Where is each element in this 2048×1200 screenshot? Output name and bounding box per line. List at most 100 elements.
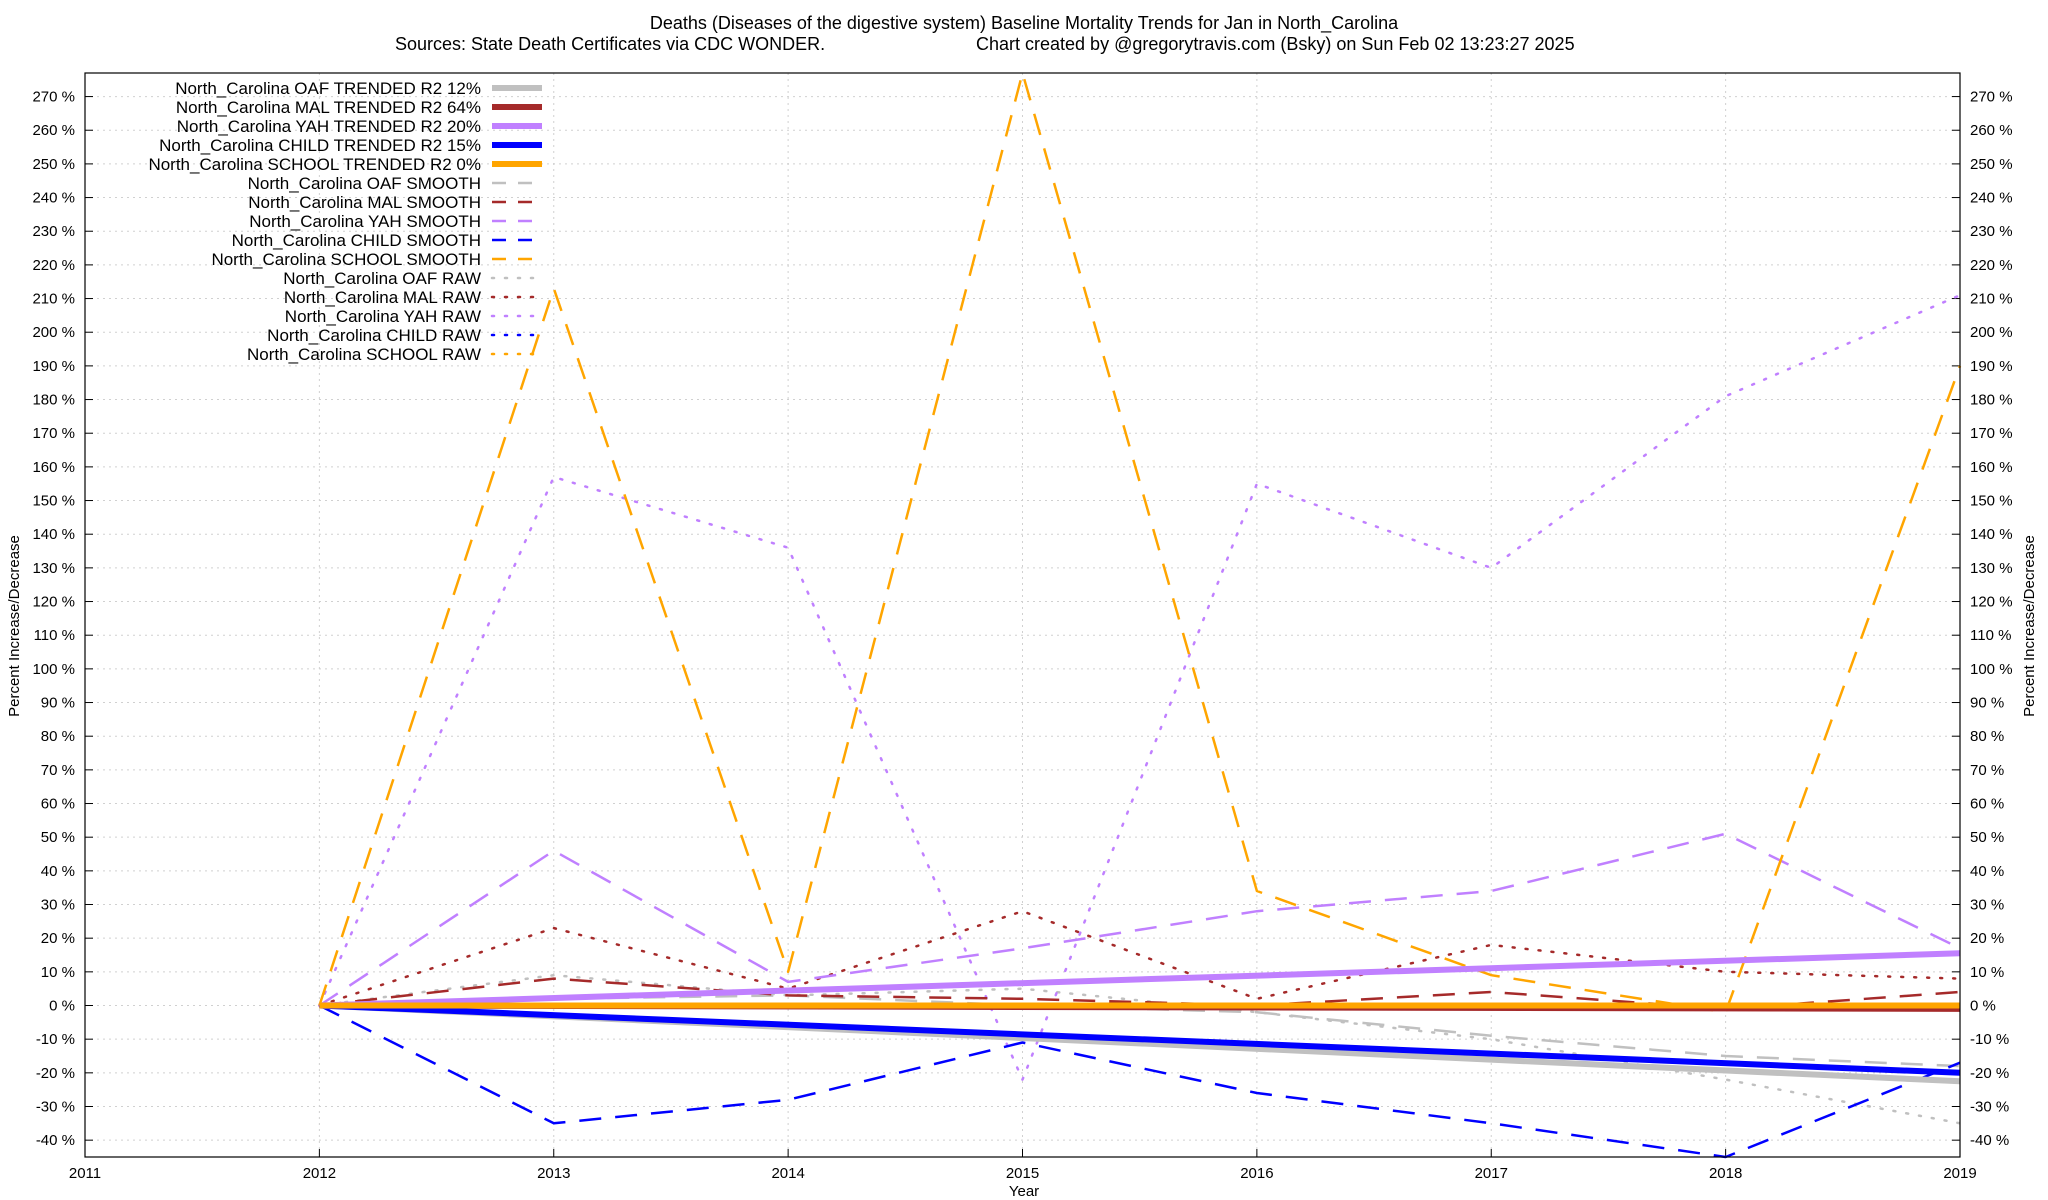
legend-label: North_Carolina OAF TRENDED R2 12% — [175, 79, 481, 98]
y-tick-label-right: 40 % — [1970, 863, 2004, 880]
x-tick-label: 2014 — [771, 1165, 804, 1182]
legend-label: North_Carolina YAH TRENDED R2 20% — [177, 117, 481, 136]
y-tick-label-left: 90 % — [41, 695, 75, 712]
legend-label: North_Carolina YAH SMOOTH — [249, 212, 481, 231]
legend-label: North_Carolina YAH RAW — [285, 307, 481, 326]
y-tick-label-right: 60 % — [1970, 796, 2004, 813]
y-tick-label-right: 270 % — [1970, 89, 2013, 106]
series-line-north-carolina-child-trended-r2-15 — [319, 1002, 1961, 1076]
legend-label: North_Carolina MAL SMOOTH — [248, 193, 481, 212]
y-tick-label-right: 120 % — [1970, 594, 2013, 611]
x-tick-label: 2011 — [69, 1165, 101, 1182]
y-tick-label-left: -10 % — [36, 1031, 75, 1048]
legend-label: North_Carolina MAL TRENDED R2 64% — [176, 98, 481, 117]
y-tick-label-left: 80 % — [41, 728, 75, 745]
y-tick-label-left: 250 % — [32, 156, 75, 173]
y-tick-label-left: 140 % — [32, 526, 75, 543]
y-tick-label-left: 130 % — [32, 560, 75, 577]
series-line-north-carolina-yah-smooth — [318, 832, 1961, 1007]
y-tick-label-right: -40 % — [1970, 1132, 2009, 1149]
y-tick-label-left: 270 % — [32, 89, 75, 106]
y-tick-label-left: 70 % — [41, 762, 75, 779]
y-tick-label-right: 170 % — [1970, 425, 2013, 442]
legend-label: North_Carolina CHILD SMOOTH — [232, 231, 481, 250]
plot-frame — [84, 72, 1961, 1158]
y-tick-label-right: 250 % — [1970, 156, 2013, 173]
y-tick-label-right: 150 % — [1970, 493, 2013, 510]
y-tick-label-left: 50 % — [41, 829, 75, 846]
y-tick-label-left: -40 % — [36, 1132, 75, 1149]
y-tick-label-left: 190 % — [32, 358, 75, 375]
chart-title: Deaths (Diseases of the digestive system… — [650, 13, 1399, 34]
y-tick-label-right: 20 % — [1970, 930, 2004, 947]
x-axis-ticks: 2011 2012 2013 2014 2015 2016 2017 2018 2019 — [69, 1149, 1977, 1182]
x-tick-label: 2019 — [1943, 1165, 1976, 1182]
y-tick-label-left: 10 % — [41, 964, 75, 981]
y-tick-label-right: -10 % — [1970, 1031, 2009, 1048]
x-tick-label: 2017 — [1475, 1165, 1508, 1182]
y-tick-label-right: 230 % — [1970, 223, 2013, 240]
y-tick-label-left: 30 % — [41, 897, 75, 914]
series-line-north-carolina-yah-trended-r2-20 — [319, 950, 1961, 1009]
chart-subtitle-credit: Chart created by @gregorytravis.com (Bsk… — [976, 34, 1575, 54]
y-tick-label-right: 110 % — [1970, 627, 2011, 644]
legend: North_Carolina OAF TRENDED R2 12%North_C… — [148, 79, 544, 364]
y-axis-left-ticks: -40 % -30 % -20 % -10 % 0 % 10 % 20 % 30 % 40 % 5… — [32, 89, 93, 1149]
y-tick-label-left: 240 % — [32, 190, 75, 207]
y-tick-label-left: -30 % — [36, 1099, 75, 1116]
y-tick-label-left: 170 % — [32, 425, 75, 442]
legend-label: North_Carolina CHILD RAW — [267, 326, 481, 345]
y-tick-label-left: -20 % — [36, 1065, 75, 1082]
y-tick-label-left: 60 % — [41, 796, 75, 813]
series-line-north-carolina-oaf-raw — [318, 973, 1962, 1125]
legend-label: North_Carolina CHILD TRENDED R2 15% — [159, 136, 481, 155]
y-tick-label-right: 30 % — [1970, 897, 2004, 914]
y-axis-label-left: Percent Increase/Decrease — [6, 535, 23, 717]
y-tick-label-left: 160 % — [32, 459, 75, 476]
y-tick-label-right: 190 % — [1970, 358, 2013, 375]
chart-subtitle-source: Sources: State Death Certificates via CD… — [395, 34, 825, 54]
series-line-north-carolina-mal-raw — [318, 909, 1962, 1007]
y-tick-label-right: 0 % — [1970, 998, 1996, 1015]
legend-label: North_Carolina SCHOOL TRENDED R2 0% — [148, 155, 481, 174]
y-tick-label-left: 120 % — [32, 594, 75, 611]
x-tick-label: 2012 — [303, 1165, 336, 1182]
y-tick-label-left: 100 % — [32, 661, 75, 678]
y-tick-label-right: 80 % — [1970, 728, 2004, 745]
series-line-north-carolina-child-smooth — [318, 1004, 1961, 1159]
y-tick-label-right: 240 % — [1970, 190, 2013, 207]
x-axis-label: Year — [1009, 1183, 1039, 1200]
y-axis-label-right: Percent Increase/Decrease — [2021, 535, 2038, 717]
y-tick-label-right: 140 % — [1970, 526, 2013, 543]
y-tick-label-right: 260 % — [1970, 122, 2013, 139]
x-tick-label: 2013 — [537, 1165, 570, 1182]
legend-label: North_Carolina MAL RAW — [284, 288, 481, 307]
y-tick-label-left: 260 % — [32, 122, 75, 139]
y-tick-label-right: -20 % — [1970, 1065, 2009, 1082]
y-tick-label-right: 50 % — [1970, 829, 2004, 846]
y-tick-label-right: 160 % — [1970, 459, 2013, 476]
y-tick-label-right: 210 % — [1970, 291, 2013, 308]
y-tick-label-right: 130 % — [1970, 560, 2013, 577]
x-tick-label: 2018 — [1709, 1165, 1742, 1182]
series-lines — [318, 71, 1962, 1159]
y-tick-label-right: 220 % — [1970, 257, 2013, 274]
legend-label: North_Carolina OAF RAW — [283, 269, 481, 288]
y-tick-label-left: 210 % — [32, 291, 75, 308]
legend-label: North_Carolina SCHOOL RAW — [247, 345, 481, 364]
y-tick-label-left: 110 % — [34, 627, 75, 644]
y-tick-label-left: 40 % — [41, 863, 75, 880]
gridlines — [85, 73, 1960, 1157]
y-tick-label-right: 90 % — [1970, 695, 2004, 712]
y-tick-label-right: 200 % — [1970, 324, 2013, 341]
y-tick-label-left: 0 % — [49, 998, 75, 1015]
y-tick-label-right: 100 % — [1970, 661, 2013, 678]
y-tick-label-left: 200 % — [32, 324, 75, 341]
x-tick-label: 2015 — [1006, 1165, 1039, 1182]
series-line-north-carolina-school-smooth — [318, 71, 1962, 1014]
y-axis-right-ticks: -40 % -30 % -20 % -10 % 0 % 10 % 20 % 30 % 40 % 5… — [1952, 89, 2013, 1149]
y-tick-label-left: 20 % — [41, 930, 75, 947]
y-tick-label-left: 180 % — [32, 392, 75, 409]
y-tick-label-right: 10 % — [1970, 964, 2004, 981]
